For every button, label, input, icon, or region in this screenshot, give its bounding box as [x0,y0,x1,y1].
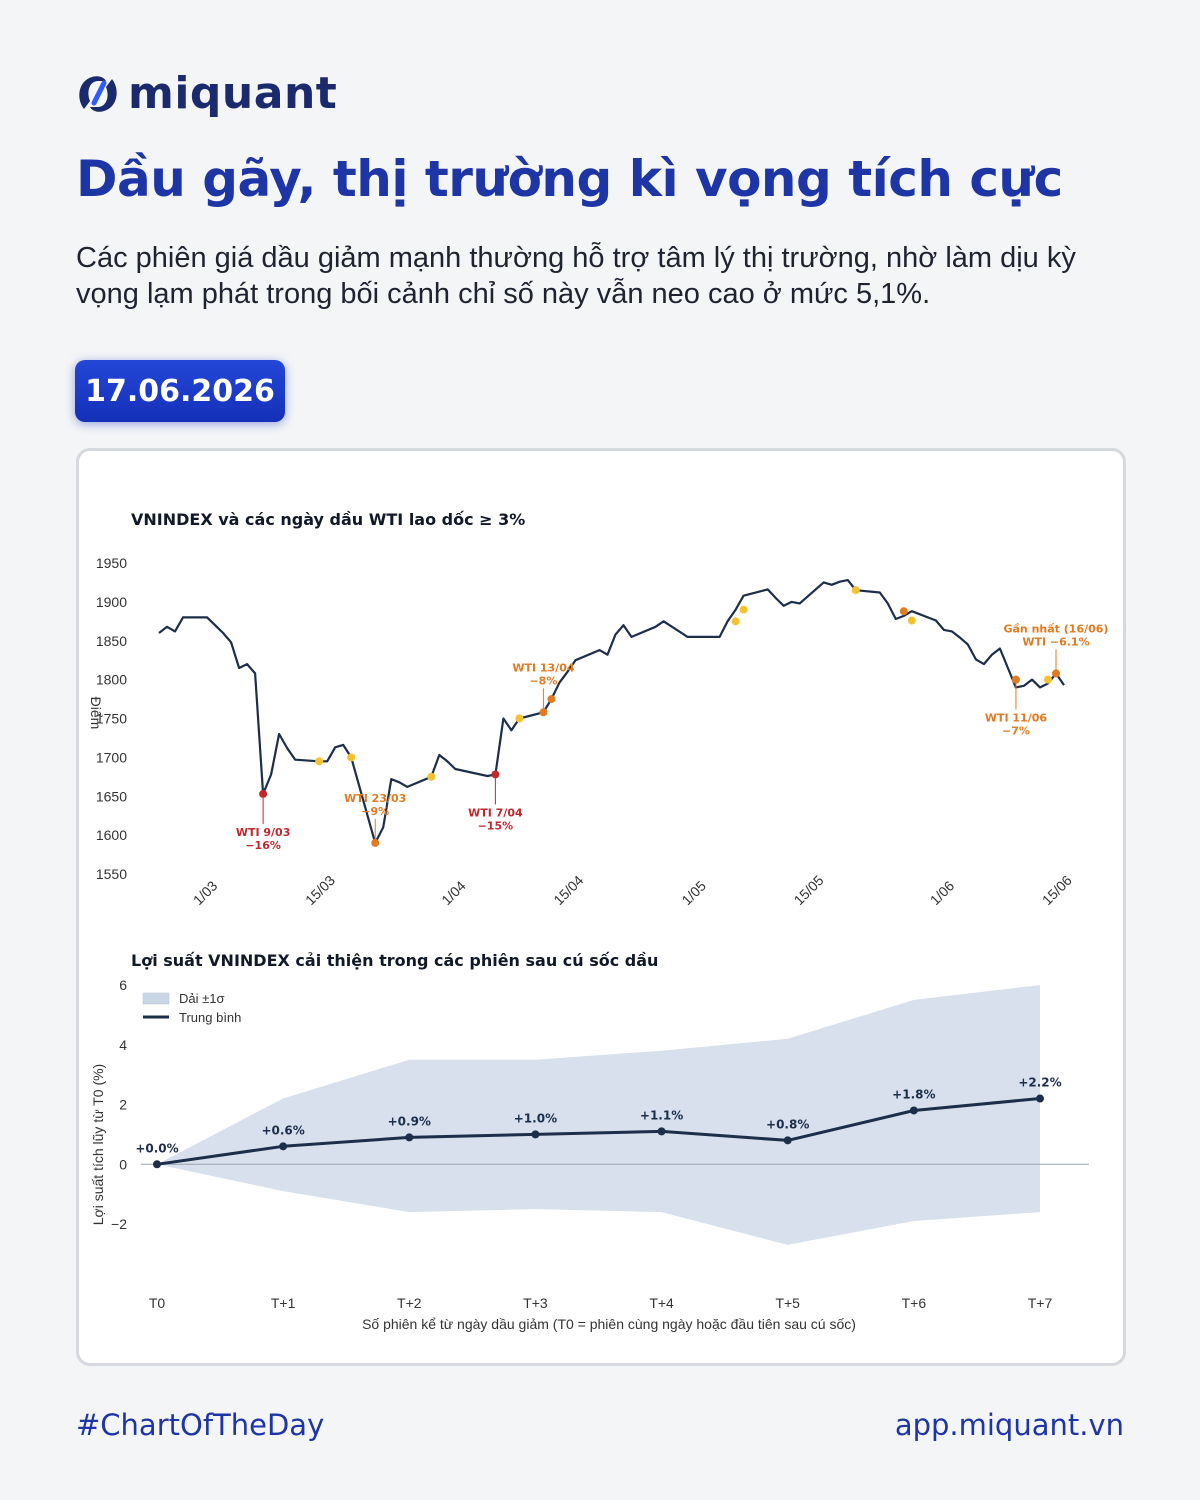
data-label: +0.9% [388,1114,431,1128]
miquant-logo-icon [79,75,117,112]
wti-drop-marker [731,617,740,626]
data-label: +1.8% [892,1087,935,1101]
annotation-label: −15% [478,819,514,832]
annotation-label: WTI 23/03 [344,792,406,805]
y-tick-label: 6 [119,977,127,993]
wti-drop-marker [259,789,268,798]
legend-band-label: Dải ±1σ [179,991,225,1006]
y-axis-label: Lợi suất tích lũy từ T0 (%) [90,1064,106,1225]
wti-drop-marker [427,772,436,781]
y-tick-label: 1900 [96,594,127,610]
chart-title: Lợi suất VNINDEX cải thiện trong các phi… [131,951,658,970]
annotation-label: −16% [245,839,281,852]
y-tick-label: 1650 [96,788,127,804]
mean-return-line [156,1097,1041,1166]
x-tick-label: T+1 [271,1295,296,1311]
x-tick-label: T+5 [775,1295,800,1311]
y-tick-label: 1950 [96,555,127,571]
vnindex-chart: VNINDEX và các ngày dầu WTI lao dốc ≥ 3%… [88,510,1108,908]
mean-return-point [783,1136,792,1145]
mean-return-point [153,1160,161,1169]
data-label: +0.0% [135,1141,178,1155]
y-tick-label: 4 [119,1037,127,1053]
mean-return-point [405,1133,414,1142]
footer-url[interactable]: app.miquant.vn [894,1408,1124,1442]
wti-drop-marker [491,770,500,779]
y-tick-label: 1700 [96,749,127,765]
annotation-label: WTI −6.1% [1022,635,1089,648]
mean-return-point [909,1106,918,1115]
x-tick-label: 1/03 [190,877,221,908]
x-tick-label: T+3 [523,1295,548,1311]
annotation-label: WTI 7/04 [468,806,523,819]
wti-drop-marker [899,607,908,616]
x-tick-label: T0 [149,1295,166,1311]
page-title: Dầu gãy, thị trường kì vọng tích cực [76,150,1063,208]
x-tick-label: T+6 [902,1295,927,1311]
x-tick-label: 15/05 [791,872,827,908]
annotation-label: WTI 11/06 [985,712,1048,725]
y-tick-label: 1600 [96,827,127,843]
mean-return-point [279,1142,288,1151]
data-label: +2.2% [1018,1076,1061,1090]
footer-hashtag[interactable]: #ChartOfTheDay [76,1408,325,1442]
x-tick-label: T+4 [649,1295,674,1311]
x-tick-label: T+2 [397,1295,422,1311]
annotation-label: −8% [529,674,557,687]
chart-card: VNINDEX và các ngày dầu WTI lao dốc ≥ 3%… [76,448,1126,1366]
std-band-area [157,985,1040,1245]
chart-title: VNINDEX và các ngày dầu WTI lao dốc ≥ 3% [131,510,525,529]
x-tick-label: 1/06 [927,877,958,908]
wti-drop-marker [371,838,380,847]
y-tick-label: 0 [119,1156,127,1172]
return-chart: Lợi suất VNINDEX cải thiện trong các phi… [90,951,1089,1332]
wti-drop-marker [315,757,324,766]
x-axis-label: Số phiên kể từ ngày dầu giảm (T0 = phiên… [362,1316,856,1332]
wti-drop-marker [1011,675,1020,684]
y-axis-label: Điểm [88,697,104,730]
data-label: +1.0% [514,1111,557,1125]
page-subtitle: Các phiên giá dầu giảm mạnh thường hỗ tr… [76,242,1076,310]
y-tick-label: −2 [111,1216,127,1232]
x-tick-label: 15/04 [550,872,586,908]
wti-drop-marker [539,708,548,717]
x-tick-label: 1/05 [678,877,709,908]
brand-logo: miquant [74,68,337,119]
wti-drop-marker [347,753,356,762]
y-tick-label: 1800 [96,672,127,688]
vnindex-line [158,579,1065,844]
mean-return-point [1036,1094,1044,1103]
y-tick-label: 1750 [96,711,127,727]
wti-drop-marker [1051,669,1060,678]
x-tick-label: T+7 [1028,1295,1053,1311]
annotation-label: Gần nhất (16/06) [1003,622,1108,635]
legend-band-swatch [142,992,170,1005]
data-label: +1.1% [640,1108,683,1122]
wti-drop-marker [1043,675,1052,684]
mean-return-point [531,1130,540,1139]
y-tick-label: 1850 [96,633,127,649]
data-label: +0.8% [766,1117,809,1131]
wti-drop-marker [907,616,916,625]
y-tick-label: 2 [119,1097,127,1113]
annotation-label: −7% [1002,725,1030,738]
wti-drop-marker [739,605,748,614]
brand-name: miquant [128,68,338,119]
mean-return-point [657,1127,666,1136]
wti-drop-marker [547,695,556,704]
annotation-label: −9% [361,805,389,818]
annotation-label: WTI 13/04 [512,661,575,674]
wti-drop-marker [851,586,860,595]
x-tick-label: 1/04 [438,877,469,908]
x-tick-label: 15/03 [302,872,338,908]
y-tick-label: 1550 [96,866,127,882]
wti-drop-marker [515,714,524,723]
annotation-label: WTI 9/03 [236,826,291,839]
legend-line-label: Trung bình [179,1010,241,1025]
x-tick-label: 15/06 [1039,872,1075,908]
date-badge: 17.06.2026 [75,360,285,422]
data-label: +0.6% [261,1123,304,1137]
